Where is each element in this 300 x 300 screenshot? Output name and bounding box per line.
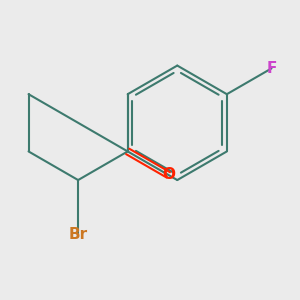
Text: O: O	[162, 167, 175, 182]
Text: Br: Br	[69, 227, 88, 242]
Text: F: F	[266, 61, 277, 76]
